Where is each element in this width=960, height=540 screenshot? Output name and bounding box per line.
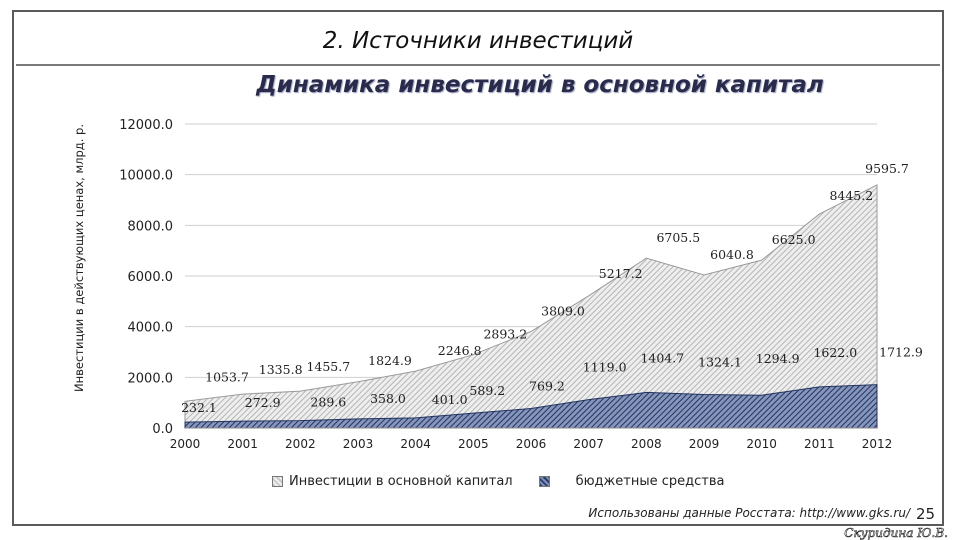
series-areas [184,184,878,429]
legend-label-budget: бюджетные средства [575,474,725,489]
x-tick-label: 2011 [804,437,835,451]
data-label-investments: 1335.8 [259,362,303,377]
data-label-budget: 289.6 [310,395,346,410]
x-tick-label: 2002 [285,437,316,451]
y-tick-label: 4000.0 [128,321,174,336]
data-label-budget: 272.9 [245,395,281,410]
data-label-investments: 3809.0 [541,304,585,319]
data-label-budget: 1404.7 [640,350,684,365]
data-label-budget: 589.2 [469,383,505,398]
data-label-investments: 8445.2 [829,188,873,203]
title-band: 2. Источники инвестиций [16,14,940,66]
data-label-budget: 1119.0 [583,360,627,375]
data-label-investments: 1455.7 [306,359,350,374]
legend: Инвестиции в основной капитал бюджетные … [272,474,724,489]
data-label-budget: 401.0 [432,392,468,407]
y-tick-label: 0.0 [152,422,173,437]
data-label-budget: 1294.9 [756,351,800,366]
chart-title: Динамика инвестиций в основной капитал [256,72,824,98]
x-tick-label: 2001 [227,437,258,451]
x-tick-label: 2005 [458,437,489,451]
x-tick-label: 2012 [862,437,893,451]
data-label-investments: 1824.9 [368,353,412,368]
slide-title: 2. Источники инвестиций [322,28,634,54]
data-label-investments: 6625.0 [772,232,816,247]
data-label-investments: 6040.8 [710,247,754,262]
legend-swatch-budget [538,476,550,487]
x-tick-label: 2003 [343,437,374,451]
data-label-budget: 1324.1 [698,354,742,369]
x-tick-label: 2008 [631,437,662,451]
data-label-budget: 769.2 [529,379,565,394]
legend-label-investments: Инвестиции в основной капитал [289,474,513,489]
y-tick-label: 10000.0 [119,169,173,184]
data-label-investments: 1053.7 [205,369,249,384]
y-tick-label: 12000.0 [119,118,173,133]
x-tick-label: 2009 [689,437,720,451]
area-investments [184,184,878,429]
x-tick-label: 2004 [400,437,431,451]
y-tick-labels: 0.0 2000.0 4000.0 6000.0 8000.0 10000.0 12000.… [119,118,173,437]
x-tick-label: 2010 [746,437,777,451]
data-label-investments: 5217.2 [599,266,643,281]
data-label-budget: 1622.0 [813,345,857,360]
x-tick-labels: 2000 2001 2002 2003 2004 2005 2006 2007 2008 2009… [170,437,893,451]
legend-swatch-investments [272,476,283,487]
data-label-investments: 2246.8 [438,343,482,358]
data-label-budget: 232.1 [181,400,217,415]
data-label-investments: 6705.5 [656,230,700,245]
slide-frame [12,10,944,526]
y-tick-label: 8000.0 [128,219,174,234]
data-label-budget: 1712.9 [879,345,923,360]
data-label-investments: 2893.2 [483,327,527,342]
x-tick-label: 2007 [573,437,604,451]
x-tick-label: 2000 [170,437,201,451]
x-tick-label: 2006 [516,437,547,451]
area-budget [184,384,878,429]
author-name: Скуридина Ю.В. [844,526,948,540]
y-tick-label: 2000.0 [128,371,174,386]
y-tick-label: 6000.0 [128,270,174,285]
data-label-investments: 9595.7 [865,161,909,176]
page-number: 25 [916,505,936,523]
data-label-budget: 358.0 [370,391,406,406]
source-note: Использованы данные Росстата: http://www… [588,506,910,520]
